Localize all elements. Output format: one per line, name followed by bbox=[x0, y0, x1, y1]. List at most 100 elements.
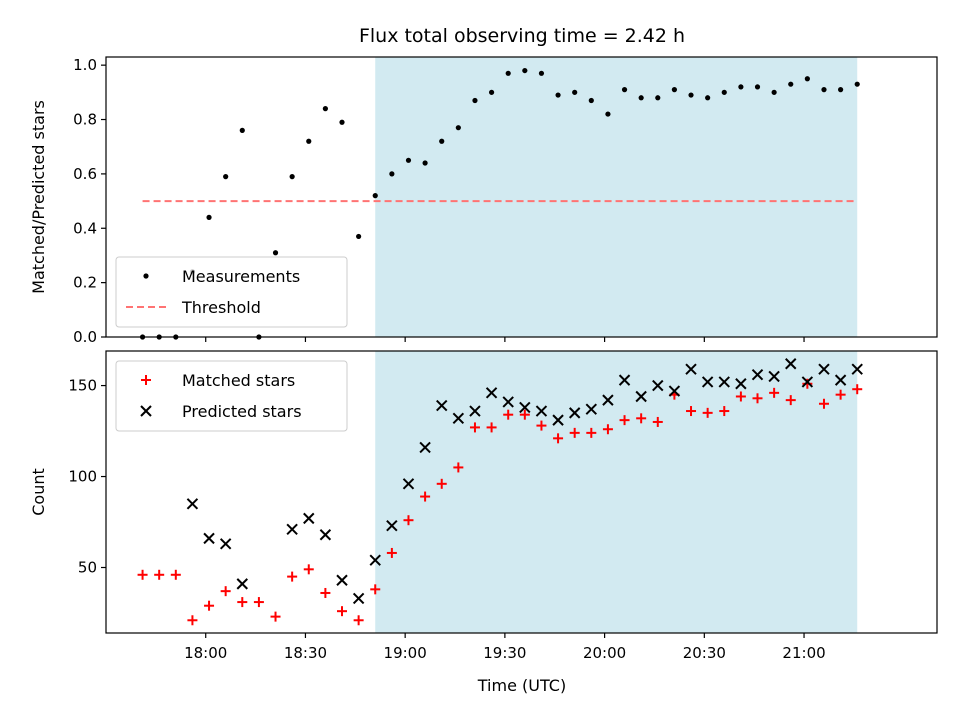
predicted-stars-point bbox=[319, 529, 332, 541]
matched-stars-point bbox=[503, 409, 514, 420]
matched-stars-point bbox=[569, 427, 580, 438]
matched-stars-point bbox=[320, 587, 331, 598]
predicted-stars-point-b bbox=[834, 374, 847, 386]
matched-stars-point bbox=[386, 547, 397, 558]
x-tick-label: 21:00 bbox=[782, 644, 825, 662]
measurement-point bbox=[705, 95, 711, 101]
predicted-stars-point-b bbox=[319, 529, 332, 541]
predicted-stars-point-b bbox=[469, 405, 481, 417]
matched-stars-point bbox=[619, 415, 630, 426]
predicted-stars-point bbox=[303, 512, 315, 525]
predicted-stars-point-b bbox=[585, 403, 598, 415]
predicted-stars-point-b bbox=[485, 387, 498, 399]
chart-title: Flux total observing time = 2.42 h bbox=[359, 25, 685, 47]
measurement-point bbox=[422, 160, 428, 166]
matched-stars-point bbox=[353, 615, 364, 626]
predicted-stars-point bbox=[585, 403, 598, 415]
measurement-point bbox=[356, 233, 362, 240]
predicted-stars-point-b bbox=[701, 376, 714, 388]
measurement-point bbox=[206, 214, 212, 220]
y-tick-label: 50 bbox=[78, 559, 97, 577]
measurement-point bbox=[821, 87, 827, 93]
matched-stars-point bbox=[586, 427, 597, 438]
predicted-stars-point-b bbox=[735, 378, 747, 390]
y-tick-label: 100 bbox=[68, 468, 97, 486]
matched-stars-point bbox=[370, 584, 381, 595]
matched-stars-point bbox=[303, 564, 314, 575]
predicted-stars-point-b bbox=[419, 441, 431, 454]
measurement-point bbox=[239, 127, 245, 133]
predicted-stars-point bbox=[785, 358, 797, 370]
predicted-stars-point bbox=[452, 412, 465, 425]
matched-stars-point bbox=[270, 611, 281, 622]
predicted-stars-point bbox=[336, 574, 348, 586]
observing-window-shade bbox=[375, 57, 858, 337]
predicted-stars-point bbox=[286, 523, 298, 536]
measurement-point bbox=[605, 111, 611, 117]
matched-stars-point bbox=[154, 569, 165, 580]
predicted-stars-point-b bbox=[602, 394, 614, 406]
measurement-point bbox=[555, 92, 561, 98]
predicted-stars-point-b bbox=[552, 414, 564, 426]
measurement-point bbox=[505, 70, 511, 76]
predicted-stars-point-b bbox=[386, 519, 398, 532]
predicted-stars-point bbox=[186, 498, 199, 510]
matched-stars-point bbox=[519, 409, 530, 420]
x-tick-label: 20:00 bbox=[583, 644, 626, 662]
observing-window-shade bbox=[375, 351, 858, 633]
predicted-stars-point-b bbox=[452, 412, 465, 425]
x-axis-label: Time (UTC) bbox=[477, 676, 566, 695]
predicted-stars-point bbox=[735, 378, 747, 390]
y-tick-label: 0.2 bbox=[73, 274, 97, 292]
predicted-stars-point bbox=[236, 578, 248, 590]
matched-stars-point bbox=[469, 422, 480, 433]
predicted-stars-point-b bbox=[519, 401, 531, 414]
predicted-stars-point bbox=[685, 363, 697, 375]
matched-stars-point bbox=[686, 406, 697, 417]
y-tick-label: 1.0 bbox=[73, 56, 97, 74]
measurement-point bbox=[588, 97, 594, 104]
matched-stars-point bbox=[785, 395, 796, 406]
measurement-point bbox=[854, 81, 860, 87]
matched-stars-point bbox=[752, 393, 763, 404]
predicted-stars-point-b bbox=[668, 385, 681, 397]
matched-stars-point bbox=[835, 389, 846, 400]
predicted-stars-point bbox=[618, 374, 631, 386]
matched-stars-point bbox=[220, 586, 231, 597]
matched-stars-point bbox=[187, 615, 198, 626]
y-tick-label: 0.4 bbox=[73, 219, 97, 237]
predicted-stars-point bbox=[834, 374, 847, 386]
panel-counts: 50 100 150 18:00 18:30 19:00 19:30 20:00 20:30 21… bbox=[29, 350, 938, 662]
predicted-stars-point-b bbox=[502, 396, 514, 408]
y-axis-label: Count bbox=[29, 468, 48, 516]
matched-stars-point bbox=[636, 413, 647, 424]
predicted-stars-point-b bbox=[652, 379, 664, 392]
matched-stars-point bbox=[403, 515, 414, 526]
predicted-stars-point bbox=[203, 532, 215, 545]
predicted-stars-point-b bbox=[303, 512, 315, 525]
predicted-stars-point bbox=[502, 396, 514, 408]
measurement-point bbox=[522, 67, 528, 74]
matched-stars-point bbox=[420, 491, 431, 502]
x-tick-label: 18:30 bbox=[284, 644, 327, 662]
y-axis-label: Matched/Predicted stars bbox=[29, 100, 48, 294]
matched-stars-point bbox=[735, 391, 746, 402]
matched-stars-point bbox=[204, 600, 215, 611]
predicted-stars-point-b bbox=[236, 578, 248, 590]
measurement-point bbox=[538, 70, 545, 76]
predicted-stars-point bbox=[801, 376, 814, 388]
predicted-stars-point-b bbox=[203, 532, 215, 545]
predicted-stars-point bbox=[568, 407, 581, 419]
measurement-point bbox=[372, 193, 378, 199]
measurement-point bbox=[405, 157, 412, 163]
predicted-stars-point-b bbox=[801, 376, 814, 388]
legend-marker-predicted-b bbox=[140, 405, 152, 417]
measurement-point bbox=[572, 89, 578, 95]
measurement-point bbox=[638, 95, 644, 101]
matched-stars-point bbox=[702, 407, 713, 418]
matched-stars-point bbox=[237, 597, 248, 608]
measurement-point bbox=[272, 250, 279, 256]
predicted-stars-point bbox=[652, 379, 664, 392]
predicted-stars-point bbox=[751, 368, 764, 381]
predicted-stars-point bbox=[552, 414, 564, 426]
